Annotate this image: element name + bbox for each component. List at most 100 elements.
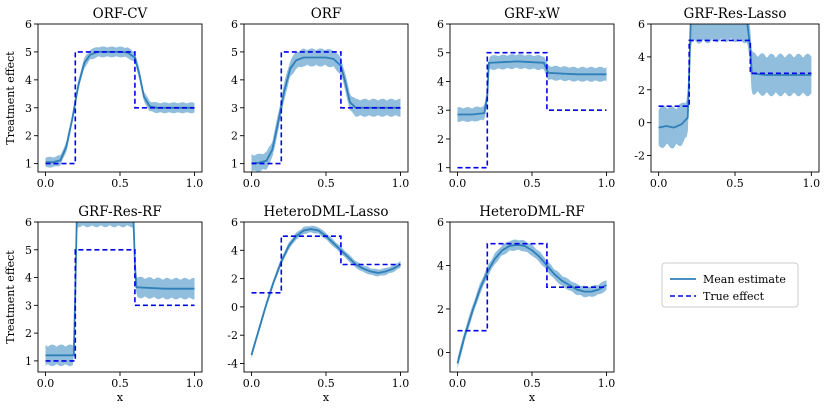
- x-tick-label: 1.0: [598, 177, 616, 190]
- x-tick-label: 0.0: [37, 177, 55, 190]
- subplot-3: GRF-xW 1 2 3 4 5 6 0.0 0.5 1.0: [437, 6, 615, 190]
- subplot-title: HeteroDML-Lasso: [264, 204, 389, 220]
- y-tick-label: 2: [25, 130, 32, 143]
- true-effect-line: [457, 242, 607, 332]
- y-tick-label: 3: [25, 299, 32, 312]
- y-tick-label: -2: [227, 329, 238, 342]
- y-tick-label: 3: [25, 102, 32, 115]
- y-tick-label: 4: [25, 74, 32, 87]
- subplot-title: GRF-xW: [504, 6, 560, 22]
- true-effect-line: [251, 51, 401, 165]
- x-tick-label: 0.5: [726, 177, 744, 190]
- y-tick-label: 2: [231, 273, 238, 286]
- y-tick-label: 0: [231, 301, 238, 314]
- mean-estimate-line: [456, 243, 607, 364]
- confidence-band: [457, 54, 607, 122]
- y-tick-label: 4: [231, 244, 238, 257]
- y-tick-label: 1: [25, 355, 32, 368]
- x-tick-label: 0.0: [37, 377, 55, 390]
- plot-area: [457, 51, 607, 169]
- y-tick-label: 1: [231, 158, 238, 171]
- y-tick-label: 6: [231, 216, 238, 229]
- y-tick-label: 6: [231, 18, 238, 31]
- y-tick-label: 1: [25, 158, 32, 171]
- legend: Mean estimate True effect: [661, 262, 799, 308]
- y-tick-label: 5: [231, 46, 238, 59]
- mean-estimate-line: [45, 222, 195, 357]
- y-tick-label: 4: [25, 272, 32, 285]
- y-tick-label: 4: [437, 259, 444, 272]
- x-tick-label: 0.5: [111, 377, 129, 390]
- axes-frame: [37, 23, 203, 173]
- y-tick-label: 5: [25, 46, 32, 59]
- y-axis-label: Treatment effect: [4, 51, 17, 145]
- x-tick-label: 0.5: [111, 177, 129, 190]
- y-tick-label: 2: [638, 84, 645, 97]
- x-tick-label: 1.0: [803, 177, 821, 190]
- plot-area: [658, 24, 812, 149]
- y-tick-label: 6: [25, 216, 32, 229]
- y-tick-label: 6: [437, 216, 444, 229]
- x-axis-label: x: [323, 391, 330, 404]
- subplot-5: GRF-Res-RF 1 2 3 4 5 6 0.0 0.5 1.0 Treatment effec…: [4, 204, 203, 404]
- x-tick-label: 0.0: [243, 377, 261, 390]
- subplot-2: ORF 1 2 3 4 5 6 0.0 0.5 1.0: [231, 6, 409, 190]
- y-tick-label: 2: [25, 327, 32, 340]
- subplot-6: HeteroDML-Lasso -4 -2 0 2 4 6 0.0 0.5 1.0 x: [227, 204, 409, 404]
- y-tick-label: 2: [437, 303, 444, 316]
- x-tick-label: 1.0: [598, 377, 616, 390]
- true-effect-line: [251, 235, 401, 294]
- mean-estimate-line: [45, 51, 195, 164]
- y-axis-label: Treatment effect: [4, 250, 17, 344]
- mean-estimate-line: [658, 24, 812, 129]
- mean-estimate-line: [457, 60, 607, 116]
- y-tick-label: -2: [634, 150, 645, 163]
- x-tick-label: 1.0: [392, 177, 410, 190]
- x-tick-label: 0.0: [243, 177, 261, 190]
- x-tick-label: 0.5: [317, 177, 335, 190]
- subplot-title: HeteroDML-RF: [479, 204, 584, 220]
- mean-estimate-line: [250, 228, 401, 356]
- y-tick-label: -4: [227, 358, 238, 371]
- x-axis-label: x: [117, 391, 124, 404]
- plot-area: [456, 239, 607, 369]
- axes-frame: [449, 23, 615, 173]
- true-effect-line: [45, 249, 195, 362]
- confidence-band: [251, 48, 401, 172]
- subplot-title: ORF: [311, 6, 342, 22]
- x-tick-label: 0.0: [449, 377, 467, 390]
- confidence-band: [45, 222, 195, 367]
- confidence-band: [658, 24, 812, 149]
- x-axis-label: x: [529, 391, 536, 404]
- confidence-band: [457, 239, 607, 369]
- y-tick-label: 3: [437, 104, 444, 117]
- true-effect-line: [457, 51, 607, 169]
- y-tick-label: 6: [437, 18, 444, 31]
- y-tick-label: 4: [437, 75, 444, 88]
- y-tick-label: 6: [638, 18, 645, 31]
- y-tick-label: 0: [638, 117, 645, 130]
- subplot-title: ORF-CV: [93, 6, 148, 22]
- axes-frame: [650, 23, 820, 173]
- x-tick-label: 1.0: [186, 177, 204, 190]
- x-tick-label: 1.0: [392, 377, 410, 390]
- true-effect-line: [45, 51, 195, 165]
- subplot-1: ORF-CV 1 2 3 4 5 6 0.0 0.5 1.0 Treatment effect: [4, 6, 203, 190]
- plot-area: [45, 222, 195, 367]
- subplot-7: HeteroDML-RF 0 2 4 6 0.0 0.5 1.0 x: [437, 204, 615, 404]
- x-tick-label: 0.5: [317, 377, 335, 390]
- y-tick-label: 1: [437, 162, 444, 175]
- x-tick-label: 1.0: [186, 377, 204, 390]
- y-tick-label: 4: [638, 51, 645, 64]
- subplot-title: GRF-Res-Lasso: [684, 6, 787, 22]
- x-tick-label: 0.5: [523, 377, 541, 390]
- y-tick-label: 2: [231, 130, 238, 143]
- subplot-4: GRF-Res-Lasso -2 0 2 4 6 0.0 0.5 1.0: [634, 6, 821, 190]
- plot-area: [251, 48, 401, 172]
- true-effect-line: [658, 39, 812, 107]
- x-tick-label: 0.5: [523, 177, 541, 190]
- confidence-band: [251, 225, 401, 359]
- subplot-title: GRF-Res-RF: [78, 204, 161, 220]
- plot-area: [45, 46, 195, 168]
